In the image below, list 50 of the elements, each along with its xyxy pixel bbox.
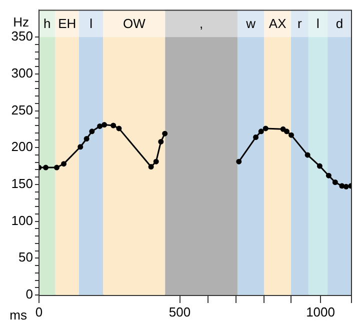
y-tick-label: 350 xyxy=(11,28,33,44)
band-label: l xyxy=(90,16,93,32)
point xyxy=(284,128,290,134)
x-axis-title: ms xyxy=(10,308,28,323)
point xyxy=(339,183,345,189)
x-tick-label: 0 xyxy=(35,304,43,320)
point xyxy=(110,122,116,128)
band-label: w xyxy=(245,16,256,32)
y-tick-label: 100 xyxy=(11,212,33,228)
point xyxy=(326,172,332,178)
point xyxy=(288,132,294,138)
band-label: l xyxy=(316,16,320,32)
band-label: r xyxy=(298,16,303,32)
y-tick-label: 150 xyxy=(11,176,33,192)
x-tick-label: 500 xyxy=(168,304,191,320)
point xyxy=(54,164,60,170)
point xyxy=(102,122,108,128)
band-label: OW xyxy=(122,16,146,32)
point xyxy=(162,130,168,136)
point xyxy=(304,152,310,158)
point xyxy=(253,134,259,140)
point xyxy=(258,128,264,134)
point xyxy=(84,136,90,142)
point xyxy=(262,126,268,132)
point xyxy=(116,126,122,132)
point xyxy=(43,164,49,170)
point xyxy=(343,184,349,190)
y-axis-title: Hz xyxy=(13,14,29,30)
y-tick-label: 250 xyxy=(11,102,33,118)
point xyxy=(236,158,242,164)
point xyxy=(332,179,338,185)
y-tick-label: 0 xyxy=(26,286,33,302)
band-label: d xyxy=(336,16,344,32)
band-label: h xyxy=(44,16,51,32)
point xyxy=(316,163,322,169)
band-label: AX xyxy=(268,16,287,32)
point xyxy=(97,123,103,129)
x-tick-label: 1000 xyxy=(306,304,335,320)
point xyxy=(148,164,154,170)
y-tick-label: 200 xyxy=(11,139,33,154)
point xyxy=(153,158,159,164)
point xyxy=(61,161,67,167)
band-label: , xyxy=(199,16,204,32)
point xyxy=(89,128,95,134)
y-tick-label: 50 xyxy=(18,250,33,265)
band-label: EH xyxy=(58,16,76,32)
y-tick-label: 300 xyxy=(11,65,33,80)
point xyxy=(158,138,164,144)
point xyxy=(280,126,286,132)
point xyxy=(78,144,84,150)
